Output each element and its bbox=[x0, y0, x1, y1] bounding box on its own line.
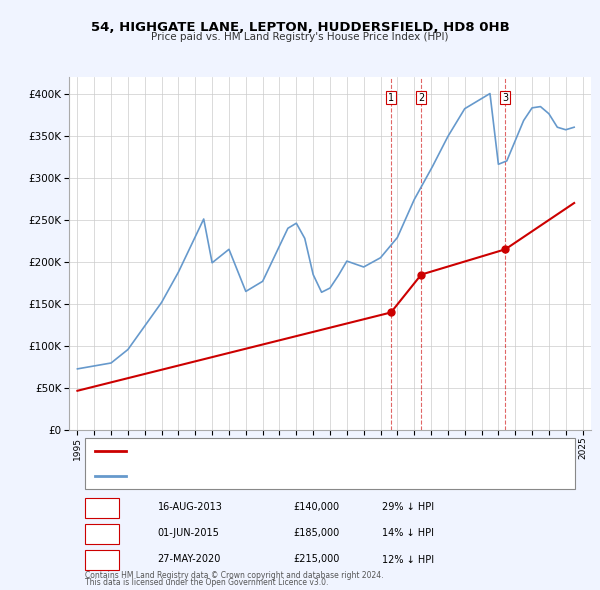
FancyBboxPatch shape bbox=[85, 438, 575, 489]
Text: 16-AUG-2013: 16-AUG-2013 bbox=[158, 502, 223, 512]
Text: 3: 3 bbox=[502, 93, 508, 103]
Text: 29% ↓ HPI: 29% ↓ HPI bbox=[382, 502, 434, 512]
Text: Contains HM Land Registry data © Crown copyright and database right 2024.: Contains HM Land Registry data © Crown c… bbox=[85, 571, 383, 580]
Text: 2: 2 bbox=[418, 93, 424, 103]
Text: 1: 1 bbox=[388, 93, 394, 103]
FancyBboxPatch shape bbox=[85, 498, 119, 518]
Text: £215,000: £215,000 bbox=[293, 555, 340, 565]
Text: 3: 3 bbox=[98, 555, 106, 565]
Text: £185,000: £185,000 bbox=[293, 529, 340, 538]
Text: Price paid vs. HM Land Registry's House Price Index (HPI): Price paid vs. HM Land Registry's House … bbox=[151, 32, 449, 42]
Text: 12% ↓ HPI: 12% ↓ HPI bbox=[382, 555, 434, 565]
Text: 27-MAY-2020: 27-MAY-2020 bbox=[158, 555, 221, 565]
Text: HPI: Average price, detached house, Kirklees: HPI: Average price, detached house, Kirk… bbox=[137, 472, 331, 481]
Text: 2: 2 bbox=[98, 529, 106, 538]
Text: 14% ↓ HPI: 14% ↓ HPI bbox=[382, 529, 434, 538]
Text: £140,000: £140,000 bbox=[293, 502, 340, 512]
FancyBboxPatch shape bbox=[85, 524, 119, 544]
Text: This data is licensed under the Open Government Licence v3.0.: This data is licensed under the Open Gov… bbox=[85, 578, 328, 587]
FancyBboxPatch shape bbox=[85, 550, 119, 571]
Text: 54, HIGHGATE LANE, LEPTON, HUDDERSFIELD, HD8 0HB (detached house): 54, HIGHGATE LANE, LEPTON, HUDDERSFIELD,… bbox=[137, 447, 460, 455]
Text: 54, HIGHGATE LANE, LEPTON, HUDDERSFIELD, HD8 0HB: 54, HIGHGATE LANE, LEPTON, HUDDERSFIELD,… bbox=[91, 21, 509, 34]
Text: 01-JUN-2015: 01-JUN-2015 bbox=[158, 529, 220, 538]
Text: 1: 1 bbox=[98, 502, 106, 512]
